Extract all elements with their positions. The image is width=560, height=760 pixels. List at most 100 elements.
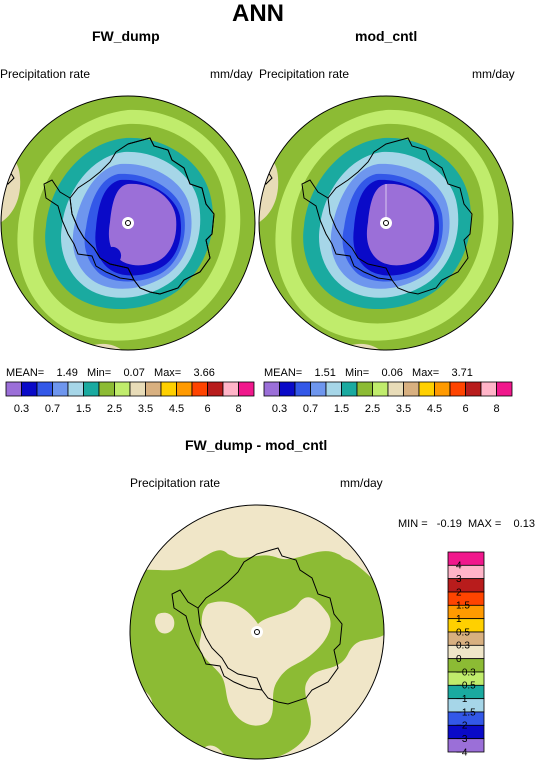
mean-value: 1.49 [56, 367, 78, 379]
main-title: ANN [232, 0, 284, 27]
colorbar-tick-label: 6 [462, 403, 468, 415]
colorbar-box [356, 381, 373, 397]
diff-zero-west [155, 612, 175, 634]
colorbar-box [83, 381, 100, 397]
colorbar-tick-label: 3 [456, 574, 462, 585]
colorbar-tick-label: 0.3 [14, 403, 29, 415]
band-navy-blob [103, 246, 122, 264]
colorbar-box [434, 381, 451, 397]
colorbar-tick-label: 4 [456, 561, 462, 572]
pole-marker-ring [383, 220, 389, 226]
diff-zero-inner [199, 597, 331, 726]
pole-marker [122, 217, 134, 229]
colorbar-tick-label: 2 [456, 587, 462, 598]
colorbar-tick-label: 0 [456, 654, 462, 665]
map-border [258, 95, 514, 351]
colorbar-box [310, 381, 327, 397]
min-value: 0.06 [381, 367, 403, 379]
colorbar-box [279, 381, 296, 397]
colorbar-box [176, 381, 193, 397]
colorbar-tick-label: 3.5 [396, 403, 411, 415]
map-difference [129, 504, 385, 760]
colorbar-box [222, 381, 239, 397]
colorbar-tick-label: 1.5 [76, 403, 91, 415]
colorbar-tick-label: 4.5 [169, 403, 184, 415]
panel1-units-label: mm/day [210, 67, 253, 81]
min-label: Min= [345, 367, 370, 379]
colorbar-tick-label: 1.5 [456, 601, 470, 612]
max-value: 3.71 [451, 367, 473, 379]
colorbar-mod-cntl: 0.3 0.7 1.5 2.5 3.5 4.5 6 8 [263, 381, 513, 415]
colorbar-box [294, 381, 311, 397]
colorbar-fw-dump: 0.3 0.7 1.5 2.5 3.5 4.5 6 8 [5, 381, 255, 415]
panel1-variable-label: Precipitation rate [0, 67, 91, 81]
panel2-variable-label: Precipitation rate [259, 67, 350, 81]
colorbar-box [496, 381, 513, 397]
map-border [129, 504, 385, 760]
panel-title-mod-cntl: mod_cntl [355, 28, 418, 44]
panel-title-fw-dump: FW_dump [92, 28, 160, 44]
pole-marker-ring [254, 629, 260, 635]
colorbar-tick-label: 0.3 [272, 403, 287, 415]
colorbar-difference: 4 3 2 1.5 1 0.5 0.3 0 −0.3 −0.5 −1 −1.5 −2 −3 −4 [447, 551, 485, 758]
colorbar-box [449, 381, 466, 397]
colorbar-box [403, 381, 420, 397]
colorbar-tick-label: 0.7 [303, 403, 318, 415]
colorbar-box [447, 564, 485, 580]
colorbar-box [325, 381, 342, 397]
colorbar-box [447, 738, 485, 753]
colorbar-box [387, 381, 404, 397]
colorbar-tick-label: −1 [456, 694, 468, 705]
colorbar-box [52, 381, 69, 397]
colorbar-box [238, 381, 255, 397]
band-tan-southeast [458, 332, 488, 350]
colorbar-tick-label: 8 [493, 403, 499, 415]
ice-shelf-outline [301, 179, 393, 281]
max-label: Max= [412, 367, 440, 379]
colorbar-tick-label: −0.3 [456, 667, 476, 678]
diff-stats: MIN = -0.19 MAX = 0.13 [398, 518, 535, 530]
colorbar-tick-label: 0.5 [456, 627, 470, 638]
colorbar-tick-label: 2.5 [365, 403, 380, 415]
colorbar-box [341, 381, 358, 397]
band-violet [366, 183, 435, 266]
colorbar-box [114, 381, 131, 397]
colorbar-tick-label: −4 [456, 747, 468, 758]
colorbar-tick-label: −2 [456, 721, 468, 732]
colorbar-tick-label: 1.5 [334, 403, 349, 415]
colorbar-tick-label: 6 [204, 403, 210, 415]
colorbar-box [263, 381, 280, 397]
colorbar-box [191, 381, 208, 397]
diff-variable-label: Precipitation rate [130, 476, 221, 490]
colorbar-box [145, 381, 162, 397]
max-label: Max= [154, 367, 182, 379]
colorbar-tick-label: 8 [235, 403, 241, 415]
mean-value: 1.51 [314, 367, 336, 379]
colorbar-box [98, 381, 115, 397]
colorbar-box [67, 381, 84, 397]
colorbar-box [418, 381, 435, 397]
colorbar-box [447, 551, 485, 566]
colorbar-tick-label: 0.3 [456, 641, 470, 652]
min-label: Min= [87, 367, 112, 379]
mean-label: MEAN= [6, 367, 45, 379]
colorbar-box [36, 381, 53, 397]
antarctica-coastline [327, 137, 473, 295]
colorbar-tick-label: −1.5 [456, 707, 476, 718]
colorbar-box [480, 381, 497, 397]
colorbar-box [372, 381, 389, 397]
diff-units-label: mm/day [340, 476, 383, 490]
colorbar-tick-label: −3 [456, 734, 468, 745]
colorbar-box [447, 578, 485, 593]
colorbar-tick-label: 2.5 [107, 403, 122, 415]
colorbar-tick-label: 1 [456, 614, 462, 625]
colorbar-box [129, 381, 146, 397]
ice-shelf-outline [43, 137, 215, 295]
band-tan-southeast [200, 332, 230, 350]
colorbar-box [160, 381, 177, 397]
colorbar-box [5, 381, 22, 397]
colorbar-tick-label: −0.5 [456, 681, 476, 692]
colorbar-tick-label: 0.7 [45, 403, 60, 415]
map-mod-cntl [258, 95, 514, 351]
min-value: 0.07 [123, 367, 145, 379]
